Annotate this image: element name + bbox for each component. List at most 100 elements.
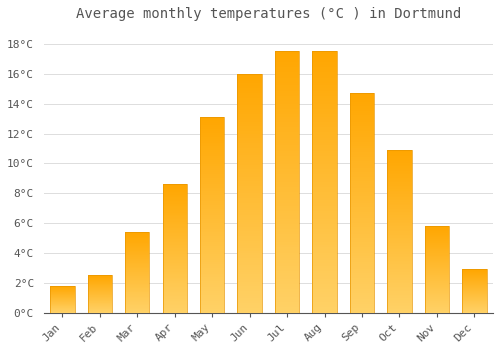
Bar	[275, 130, 299, 132]
Bar	[238, 107, 262, 110]
Bar	[388, 161, 411, 163]
Bar	[275, 263, 299, 266]
Bar	[350, 214, 374, 216]
Bar	[424, 271, 449, 272]
Bar	[312, 250, 336, 253]
Bar	[200, 278, 224, 279]
Bar	[238, 243, 262, 246]
Bar	[312, 305, 336, 307]
Bar	[350, 269, 374, 271]
Bar	[350, 220, 374, 223]
Bar	[388, 164, 411, 166]
Bar	[275, 51, 299, 313]
Bar	[238, 110, 262, 112]
Bar	[125, 247, 150, 248]
Bar	[462, 281, 486, 282]
Bar	[424, 282, 449, 283]
Bar	[125, 297, 150, 298]
Bar	[350, 247, 374, 249]
Bar	[388, 244, 411, 246]
Bar	[200, 223, 224, 225]
Bar	[424, 258, 449, 259]
Bar	[462, 291, 486, 292]
Bar	[200, 260, 224, 262]
Bar	[50, 286, 74, 313]
Bar	[275, 266, 299, 268]
Bar	[238, 131, 262, 134]
Bar	[125, 278, 150, 279]
Bar	[350, 223, 374, 225]
Bar	[200, 311, 224, 313]
Bar	[350, 212, 374, 214]
Bar	[88, 305, 112, 306]
Bar	[350, 231, 374, 234]
Bar	[125, 266, 150, 267]
Bar	[88, 285, 112, 286]
Bar	[462, 300, 486, 301]
Bar	[275, 114, 299, 117]
Bar	[388, 220, 411, 222]
Bar	[162, 310, 187, 312]
Bar	[462, 271, 486, 272]
Bar	[238, 124, 262, 126]
Bar	[125, 264, 150, 265]
Bar	[350, 188, 374, 190]
Bar	[312, 279, 336, 281]
Bar	[312, 247, 336, 250]
Bar	[350, 249, 374, 251]
Bar	[312, 190, 336, 192]
Bar	[162, 260, 187, 261]
Bar	[312, 138, 336, 140]
Bar	[238, 167, 262, 169]
Bar	[238, 258, 262, 260]
Bar	[388, 191, 411, 192]
Bar	[388, 177, 411, 179]
Bar	[125, 243, 150, 244]
Bar	[238, 267, 262, 270]
Bar	[312, 51, 336, 313]
Bar	[200, 148, 224, 150]
Bar	[424, 300, 449, 301]
Bar	[125, 259, 150, 260]
Bar	[200, 307, 224, 309]
Bar	[424, 256, 449, 257]
Bar	[275, 127, 299, 130]
Bar	[238, 248, 262, 251]
Bar	[424, 231, 449, 232]
Bar	[462, 293, 486, 294]
Bar	[88, 306, 112, 307]
Bar	[312, 300, 336, 302]
Bar	[312, 93, 336, 96]
Bar	[388, 270, 411, 272]
Bar	[162, 268, 187, 269]
Bar	[275, 93, 299, 96]
Bar	[275, 85, 299, 88]
Bar	[388, 196, 411, 197]
Bar	[388, 182, 411, 184]
Bar	[238, 255, 262, 258]
Bar	[238, 224, 262, 227]
Bar	[88, 303, 112, 304]
Bar	[275, 78, 299, 80]
Bar	[312, 172, 336, 174]
Bar	[162, 292, 187, 293]
Bar	[424, 267, 449, 268]
Bar	[125, 271, 150, 272]
Bar	[388, 261, 411, 262]
Bar	[312, 117, 336, 119]
Bar	[162, 222, 187, 223]
Bar	[125, 234, 150, 235]
Bar	[388, 201, 411, 202]
Bar	[275, 242, 299, 245]
Bar	[424, 247, 449, 248]
Bar	[125, 283, 150, 284]
Bar	[424, 298, 449, 299]
Bar	[312, 292, 336, 294]
Bar	[238, 172, 262, 174]
Bar	[275, 234, 299, 237]
Bar	[275, 200, 299, 203]
Bar	[275, 216, 299, 219]
Bar	[275, 187, 299, 190]
Bar	[312, 64, 336, 67]
Bar	[462, 280, 486, 281]
